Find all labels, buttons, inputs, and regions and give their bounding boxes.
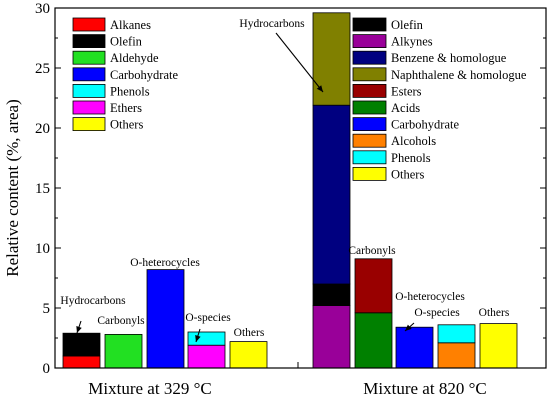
bar-segment <box>62 355 101 369</box>
legend-label: Aldehyde <box>110 51 159 65</box>
legend-swatch <box>72 100 106 115</box>
annotation-arrowhead <box>316 85 323 92</box>
bar-annotation: Others <box>479 307 510 319</box>
legend-swatch <box>72 17 106 32</box>
x-category-label: Mixture at 329 °C <box>88 379 211 398</box>
bar-segment <box>312 283 351 307</box>
legend-swatch <box>72 67 106 82</box>
legend-swatch <box>72 117 106 131</box>
plot-frame <box>54 7 547 369</box>
bar-annotation: Hydrocarbons <box>239 18 305 30</box>
legend-label: Esters <box>391 84 422 98</box>
annotation-arrowhead <box>405 324 412 331</box>
legend-label: Others <box>110 118 143 132</box>
legend-swatch <box>352 117 387 131</box>
legend-label: Alcohols <box>391 134 436 148</box>
bar-annotation: Hydrocarbons <box>60 295 126 307</box>
legend-label: Carbohydrate <box>110 68 178 82</box>
annotation-layer: Hydrocarbons Carbonyls O-heterocycles O-spe… <box>60 18 510 343</box>
axis-layer: 0 5 10 15 20 25 30 Mixture at 329 °C Mixture at … <box>35 1 546 398</box>
legend-swatch <box>352 84 387 98</box>
y-tick-label: 20 <box>35 121 50 137</box>
y-tick-label: 5 <box>43 301 51 317</box>
legend-swatch <box>352 166 387 181</box>
legend-label: Olefin <box>391 18 424 32</box>
annotation-arrow-line <box>275 32 324 93</box>
y-tick-label: 10 <box>35 241 50 257</box>
legend-swatch <box>352 100 387 115</box>
bar-segment <box>62 332 101 357</box>
legend-label: Acids <box>391 101 420 115</box>
bar-annotation: Carbonyls <box>348 245 396 257</box>
bar-annotation: O-heterocycles <box>395 291 465 303</box>
bar-segment <box>354 312 393 369</box>
legend-label: Alkynes <box>391 35 433 49</box>
legend-label: Others <box>391 167 424 181</box>
legend-label: Naphthalene & homologue <box>391 68 527 82</box>
annotation-arrowhead <box>76 326 82 333</box>
legend-label: Phenols <box>110 84 150 98</box>
legend-label: Benzene & homologue <box>391 51 507 65</box>
bar-segment <box>312 305 351 369</box>
bar-segment <box>437 342 476 369</box>
legend-label: Phenols <box>391 151 431 165</box>
y-axis-title: Relative content (%, area) <box>3 99 22 276</box>
legend-swatch <box>72 34 106 48</box>
legend-swatch <box>352 67 387 82</box>
bar-segment <box>187 344 226 369</box>
bar-segment <box>437 324 476 344</box>
bar-segment <box>146 269 185 369</box>
legend-swatch <box>352 50 387 65</box>
bar-segment <box>229 341 268 369</box>
legend-label: Olefin <box>110 35 143 49</box>
legend-label: Ethers <box>110 101 142 115</box>
bar-annotation: O-heterocycles <box>130 257 200 269</box>
bar-segment <box>187 331 226 346</box>
bar-segment <box>312 104 351 285</box>
bar-annotation: Carbonyls <box>97 315 145 327</box>
legend-label: Carbohydrate <box>391 118 459 132</box>
y-tick-label: 30 <box>35 1 50 17</box>
legend-swatch <box>352 34 387 48</box>
bar-annotation: Others <box>234 327 265 339</box>
legend-swatch <box>352 150 387 165</box>
legend-layer: Alkanes Olefin Aldehyde Carbohydrate Phenols… <box>72 17 527 181</box>
y-tick-label: 0 <box>43 361 51 377</box>
bar-segment <box>104 333 143 369</box>
legend-swatch <box>352 133 387 148</box>
legend-swatch <box>72 50 106 65</box>
bar-segment <box>312 12 351 106</box>
legend-swatch <box>352 17 387 32</box>
y-tick-label: 25 <box>35 61 50 77</box>
bar-segment <box>479 323 518 369</box>
bar-segment <box>354 258 393 314</box>
x-category-label: Mixture at 820 °C <box>363 379 486 398</box>
y-tick-label: 15 <box>35 181 50 197</box>
legend-swatch <box>72 84 106 98</box>
legend-label: Alkanes <box>110 18 151 32</box>
bar-annotation: O-species <box>414 307 460 319</box>
annotation-arrowhead <box>195 335 201 342</box>
bar-annotation: O-species <box>185 312 231 324</box>
bar-segment <box>395 326 434 369</box>
